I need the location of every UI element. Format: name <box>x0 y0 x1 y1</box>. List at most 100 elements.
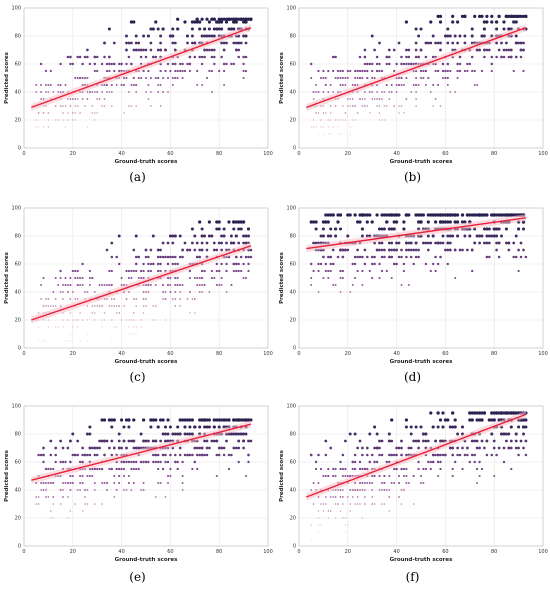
data-point <box>426 234 430 238</box>
data-point <box>66 482 69 484</box>
data-point <box>244 41 248 45</box>
data-point <box>49 453 53 457</box>
data-point <box>100 467 104 471</box>
data-point <box>451 14 455 18</box>
data-point <box>227 17 231 21</box>
data-point <box>42 453 45 457</box>
data-point <box>390 453 393 457</box>
data-point <box>162 284 165 286</box>
data-point <box>378 62 381 66</box>
data-point <box>54 105 57 107</box>
data-point <box>363 262 367 266</box>
y-tick-label: 60 <box>290 62 296 68</box>
data-point <box>509 446 513 450</box>
data-point <box>522 446 525 450</box>
data-point <box>446 248 450 252</box>
data-point <box>405 48 408 52</box>
data-point <box>210 55 214 59</box>
data-point <box>390 418 394 422</box>
data-point <box>336 213 340 217</box>
data-point <box>52 503 55 505</box>
data-point <box>473 14 477 18</box>
data-point <box>103 453 106 457</box>
data-point <box>132 20 136 24</box>
data-point <box>190 227 194 231</box>
data-point <box>95 453 99 457</box>
data-point <box>363 62 367 66</box>
data-point <box>342 517 344 519</box>
data-point <box>169 255 172 259</box>
data-point <box>329 446 333 450</box>
data-point <box>101 91 104 93</box>
data-point <box>349 503 351 505</box>
data-point <box>392 220 396 224</box>
y-tick-label: 40 <box>15 290 21 296</box>
data-point <box>220 446 223 450</box>
data-point <box>404 418 408 422</box>
data-point <box>44 467 48 471</box>
data-point <box>327 255 330 259</box>
data-point <box>69 489 72 491</box>
y-tick-label: 60 <box>15 62 21 68</box>
data-point <box>132 84 135 86</box>
x-axis-label: Ground-truth scores <box>115 359 179 365</box>
data-point <box>375 248 379 252</box>
data-point <box>317 482 320 484</box>
data-point <box>133 333 135 335</box>
data-point <box>353 255 357 259</box>
data-point <box>154 496 157 498</box>
data-point <box>147 98 150 100</box>
data-point <box>449 91 452 93</box>
data-point <box>113 496 116 498</box>
data-point <box>147 269 150 273</box>
data-point <box>237 41 241 45</box>
data-point <box>239 41 243 45</box>
data-point <box>198 276 201 280</box>
data-point <box>205 248 209 252</box>
data-point <box>388 474 391 478</box>
data-point <box>86 55 89 59</box>
data-point <box>354 76 357 80</box>
data-point <box>349 105 351 107</box>
data-point <box>108 62 111 66</box>
data-point <box>446 69 449 73</box>
x-axis-label: Ground-truth scores <box>390 359 454 365</box>
data-point <box>509 14 513 18</box>
data-point <box>478 241 481 245</box>
data-point <box>217 418 221 422</box>
data-point <box>512 241 516 245</box>
caption-a: (a) <box>129 170 146 184</box>
data-point <box>69 510 72 512</box>
data-point <box>220 41 223 45</box>
y-tick-label: 20 <box>15 318 21 324</box>
data-point <box>128 105 130 107</box>
data-point <box>381 489 383 491</box>
data-point <box>366 62 369 66</box>
data-point <box>400 439 403 443</box>
data-point <box>475 446 479 450</box>
data-point <box>415 91 418 93</box>
data-point <box>69 98 72 100</box>
data-point <box>490 55 494 59</box>
data-point <box>485 227 489 231</box>
data-point <box>412 84 415 86</box>
data-point <box>522 48 525 52</box>
data-point <box>39 453 43 457</box>
data-point <box>239 418 243 422</box>
data-point <box>434 269 437 273</box>
data-point <box>107 27 111 31</box>
data-point <box>81 262 84 266</box>
data-point <box>132 439 136 443</box>
data-point <box>244 276 248 280</box>
data-point <box>524 425 528 429</box>
data-point <box>191 467 194 471</box>
data-point <box>473 213 477 217</box>
data-point <box>324 84 327 86</box>
data-point <box>59 291 62 293</box>
data-point <box>388 489 391 491</box>
data-point <box>112 446 116 450</box>
data-point <box>431 213 435 217</box>
data-point <box>434 439 437 443</box>
data-point <box>225 241 228 245</box>
data-point <box>169 467 172 471</box>
